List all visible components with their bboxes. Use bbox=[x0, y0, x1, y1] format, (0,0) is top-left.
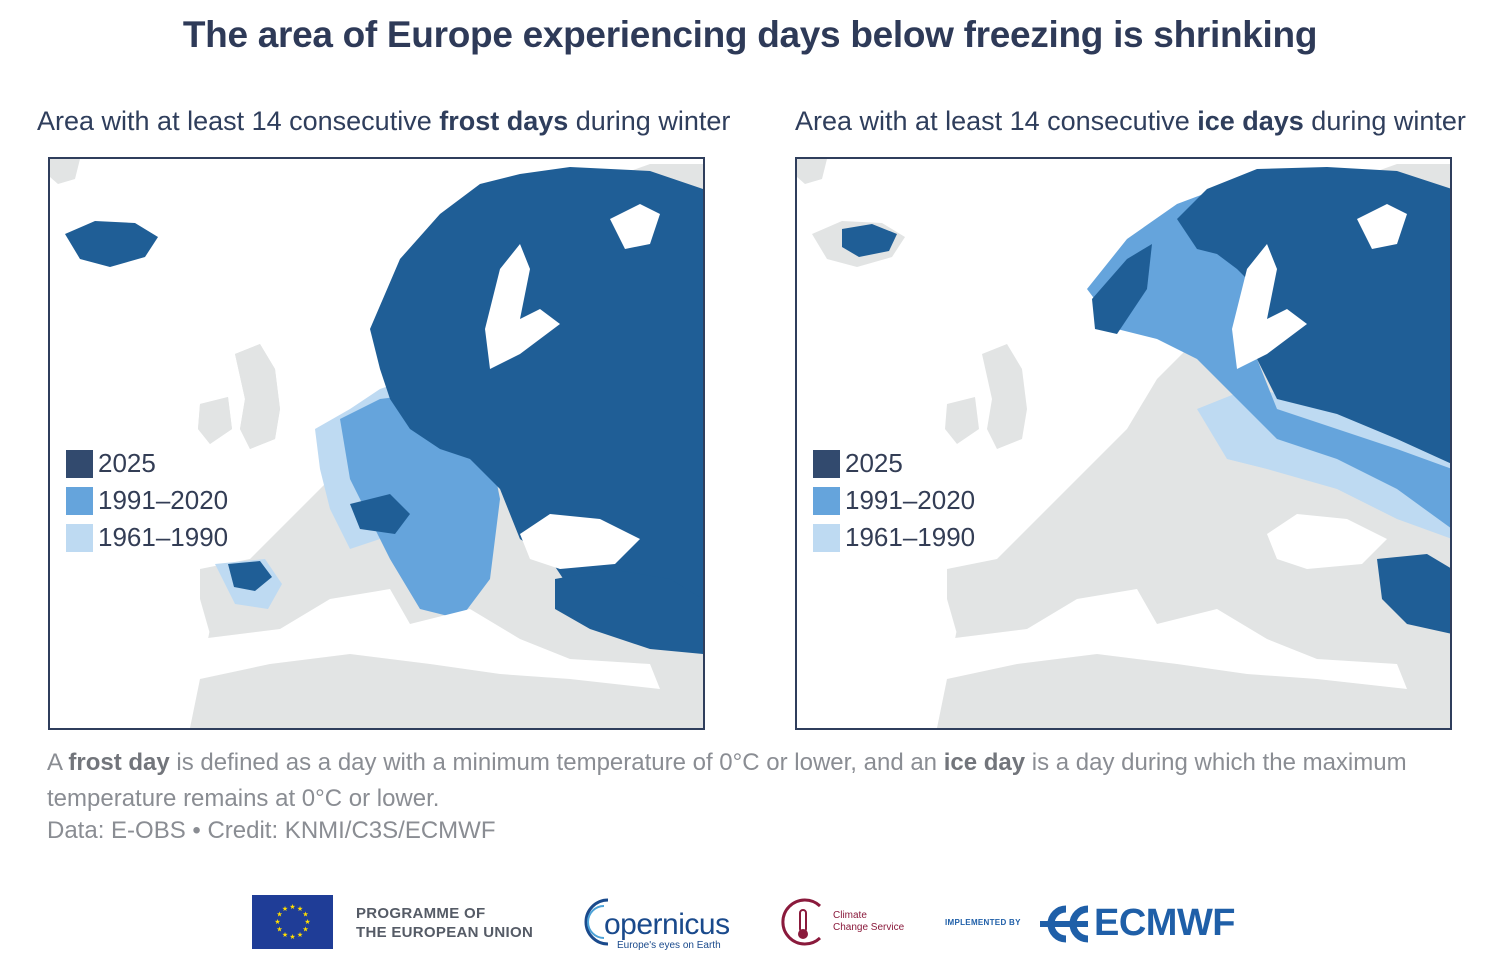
land-ireland bbox=[945, 397, 979, 444]
extent-2025-turkey bbox=[555, 569, 703, 654]
sea-white bbox=[610, 204, 660, 249]
extent-2025-iberia bbox=[228, 561, 272, 591]
land-ireland-rebase bbox=[198, 397, 232, 444]
ice-map-canvas bbox=[797, 159, 1450, 728]
c3s-line-2: Change Service bbox=[833, 922, 905, 933]
frost-subtitle-prefix: Area with at least 14 consecutive bbox=[37, 106, 440, 136]
sea-mediterranean bbox=[947, 589, 1407, 689]
legend-label: 1961–1990 bbox=[98, 522, 229, 552]
legend-item: 1991–2020 bbox=[813, 482, 975, 519]
legend-label: 2025 bbox=[845, 448, 903, 478]
eu-flag-icon: ★ ★ ★ ★ ★ ★ ★ ★ ★ ★ ★ ★ bbox=[252, 895, 333, 949]
legend-label: 1961–1990 bbox=[845, 522, 976, 552]
land-greenland-tip bbox=[797, 159, 827, 184]
land-africa bbox=[190, 654, 703, 728]
legend-swatch-1961-1990 bbox=[813, 523, 840, 552]
ice-map-legend: 2025 1991–2020 1961–1990 bbox=[813, 445, 975, 556]
definition-note: A frost day is defined as a day with a m… bbox=[47, 745, 1467, 817]
land-uk-rebase bbox=[235, 344, 280, 449]
legend-item: 1991–2020 bbox=[66, 482, 228, 519]
land-greenland-tip bbox=[50, 159, 80, 184]
implemented-by-label: IMPLEMENTED BY bbox=[945, 918, 1021, 927]
frost-map-canvas bbox=[50, 159, 703, 728]
svg-text:★: ★ bbox=[282, 905, 288, 913]
legend-swatch-1991-2020 bbox=[813, 486, 840, 515]
ecmwf-wordmark: ECMWF bbox=[1094, 902, 1236, 944]
sea-mediterranean bbox=[200, 589, 660, 689]
note-part3: is a day during which the maximum temper… bbox=[47, 749, 1407, 812]
extent-2025-alps bbox=[350, 494, 410, 534]
extent-2025-main bbox=[370, 167, 703, 649]
note-part1: A bbox=[47, 749, 69, 776]
svg-text:★: ★ bbox=[302, 911, 308, 919]
legend-label: 1991–2020 bbox=[98, 485, 229, 515]
svg-text:★: ★ bbox=[289, 933, 295, 941]
frost-subtitle-bold: frost days bbox=[439, 106, 569, 136]
eu-line-2: THE EUROPEAN UNION bbox=[356, 924, 534, 941]
eu-line-1: PROGRAMME OF bbox=[356, 905, 486, 922]
sea-north bbox=[1027, 339, 1097, 424]
frost-map-legend: 2025 1991–2020 1961–1990 bbox=[66, 445, 228, 556]
note-bold-frost-day: frost day bbox=[68, 749, 170, 776]
page-title: The area of Europe experiencing days bel… bbox=[182, 14, 1318, 55]
sea-atlantic bbox=[50, 159, 380, 728]
legend-swatch-2025 bbox=[813, 449, 840, 478]
svg-text:★: ★ bbox=[297, 905, 303, 913]
copernicus-wordmark: opernicus bbox=[604, 908, 730, 941]
legend-label: 2025 bbox=[98, 448, 156, 478]
ecmwf-logo-icon bbox=[1040, 905, 1089, 943]
ice-map-subtitle: Area with at least 14 consecutive ice da… bbox=[795, 106, 1466, 137]
frost-map-subtitle: Area with at least 14 consecutive frost … bbox=[37, 106, 730, 137]
data-credit: Data: E-OBS • Credit: KNMI/C3S/ECMWF bbox=[47, 817, 496, 844]
legend-swatch-1991-2020 bbox=[66, 486, 93, 515]
sea-black bbox=[520, 514, 640, 569]
ice-subtitle-bold: ice days bbox=[1197, 106, 1304, 136]
frost-days-map: 2025 1991–2020 1961–1990 bbox=[48, 157, 705, 730]
svg-text:★: ★ bbox=[289, 903, 295, 911]
c3s-line-1: Climate bbox=[833, 910, 867, 921]
legend-item: 1961–1990 bbox=[813, 519, 975, 556]
note-part2: is defined as a day with a minimum tempe… bbox=[169, 749, 944, 776]
svg-text:★: ★ bbox=[276, 911, 282, 919]
legend-item: 1961–1990 bbox=[66, 519, 228, 556]
note-bold-ice-day: ice day bbox=[943, 749, 1026, 776]
legend-swatch-2025 bbox=[66, 449, 93, 478]
ice-subtitle-prefix: Area with at least 14 consecutive bbox=[795, 106, 1198, 136]
legend-swatch-1961-1990 bbox=[66, 523, 93, 552]
sea-white bbox=[1357, 204, 1407, 249]
sea-black bbox=[1267, 514, 1387, 569]
ice-days-map: 2025 1991–2020 1961–1990 bbox=[795, 157, 1452, 730]
sea-north bbox=[280, 339, 350, 424]
extent-2025-turkey bbox=[1377, 554, 1450, 634]
land-iceland-rebase bbox=[65, 221, 158, 267]
legend-item: 2025 bbox=[66, 445, 228, 482]
sea-atlantic bbox=[797, 159, 1127, 728]
legend-label: 1991–2020 bbox=[845, 485, 976, 515]
frost-subtitle-suffix: during winter bbox=[568, 106, 731, 136]
svg-text:★: ★ bbox=[302, 926, 308, 934]
copernicus-tagline: Europe's eyes on Earth bbox=[617, 940, 721, 951]
svg-text:★: ★ bbox=[274, 918, 280, 926]
extent-1991-2020 bbox=[1087, 189, 1450, 528]
climate-change-service-icon bbox=[781, 898, 822, 946]
ice-subtitle-suffix: during winter bbox=[1303, 106, 1466, 136]
c3s-wordmark: Climate Change Service bbox=[833, 910, 904, 934]
sea-baltic bbox=[1232, 244, 1307, 369]
svg-text:★: ★ bbox=[276, 926, 282, 934]
extent-2025-norway bbox=[1092, 244, 1152, 334]
land-africa bbox=[937, 654, 1450, 728]
eu-programme-text: PROGRAMME OF THE EUROPEAN UNION bbox=[356, 904, 533, 942]
logo-bar: ★ ★ ★ ★ ★ ★ ★ ★ ★ ★ ★ ★ PROGRAMME OF THE EUROPEA… bbox=[0, 890, 1500, 960]
svg-text:★: ★ bbox=[304, 918, 310, 926]
svg-text:★: ★ bbox=[282, 931, 288, 939]
sea-baltic bbox=[485, 244, 560, 369]
land-uk bbox=[982, 344, 1027, 449]
legend-item: 2025 bbox=[813, 445, 975, 482]
svg-text:★: ★ bbox=[297, 931, 303, 939]
copernicus-logo-icon bbox=[584, 898, 609, 946]
land-iceland-ice bbox=[842, 224, 897, 257]
